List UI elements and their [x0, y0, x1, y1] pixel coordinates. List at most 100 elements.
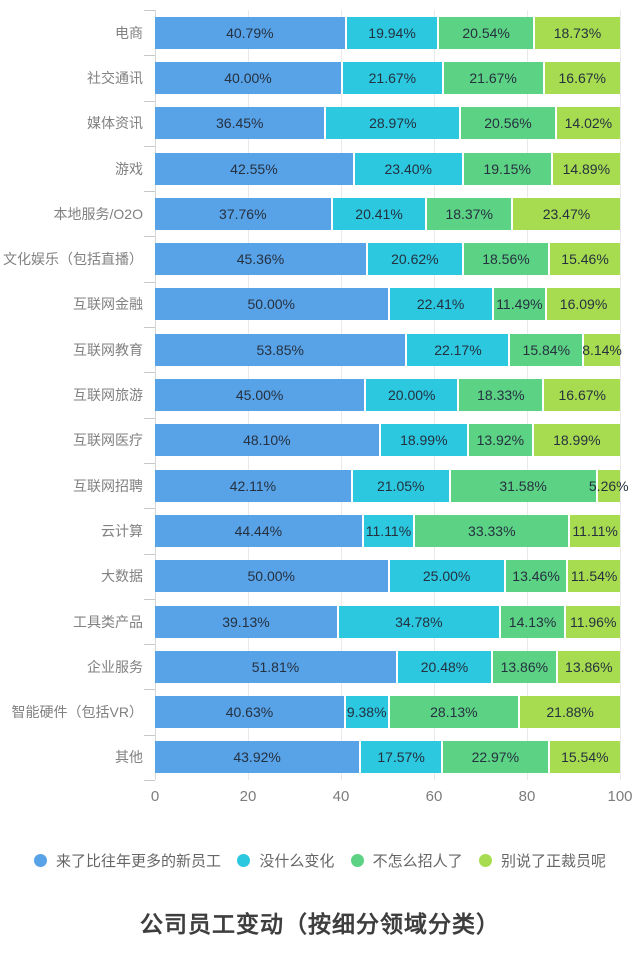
stacked-bar: 50.00% 22.41% 11.49% 16.09%: [155, 288, 620, 321]
category-label: 企业服务: [87, 658, 143, 675]
legend-label: 来了比往年更多的新员工: [56, 853, 222, 870]
category-tick-mark: [144, 689, 155, 691]
legend-item[interactable]: 不怎么招人了: [350, 850, 463, 871]
value-label: 31.58%: [499, 477, 547, 494]
bar-segment: 40.63%: [155, 696, 344, 729]
value-label: 13.92%: [476, 432, 525, 449]
bar-segment: 34.78%: [336, 605, 499, 638]
chart-row: 其他 43.92% 17.57% 22.97% 15.54%: [0, 735, 620, 780]
value-label: 42.55%: [230, 160, 278, 177]
bar-segment: 39.13%: [155, 605, 337, 638]
x-tick-label: 20: [239, 788, 257, 805]
bar-segment: 14.02%: [554, 107, 620, 140]
bar-segment: 18.37%: [425, 197, 511, 230]
category-label: 互联网教育: [73, 341, 143, 358]
value-label: 22.41%: [416, 296, 465, 313]
value-label: 18.99%: [400, 432, 448, 449]
legend-item[interactable]: 来了比往年更多的新员工: [34, 850, 221, 871]
stacked-bar: 40.63% 9.38% 28.13% 21.88%: [155, 696, 620, 729]
value-label: 25.00%: [422, 568, 471, 585]
bar-segment: 23.40%: [352, 152, 462, 185]
value-label: 15.84%: [522, 341, 571, 358]
bar-segment: 5.26%: [589, 469, 629, 502]
value-label: 20.62%: [391, 251, 439, 268]
chart-row: 大数据 50.00% 25.00% 13.46% 11.54%: [0, 554, 620, 599]
category-label: 其他: [115, 749, 143, 766]
value-label: 18.37%: [445, 205, 493, 222]
stacked-bar: 39.13% 34.78% 14.13% 11.96%: [155, 605, 620, 638]
category-label: 互联网金融: [73, 296, 143, 313]
bar-segment: 20.41%: [330, 197, 426, 230]
value-label: 40.79%: [226, 24, 274, 41]
bar-segment: 21.05%: [350, 469, 449, 502]
stacked-bar: 45.36% 20.62% 18.56% 15.46%: [155, 243, 620, 276]
value-label: 34.78%: [395, 613, 443, 630]
bar-segment: 22.97%: [440, 741, 548, 774]
legend-dot-icon: [34, 854, 47, 867]
legend-dot-icon: [350, 854, 364, 867]
x-tick-label: 40: [332, 788, 350, 805]
category-tick-mark: [144, 372, 155, 374]
value-label: 14.02%: [564, 115, 613, 132]
category-tick-mark: [144, 236, 155, 238]
category-tick-mark: [144, 644, 155, 646]
chart-row: 互联网教育 53.85% 22.17% 15.84% 8.14%: [0, 327, 622, 372]
value-label: 11.96%: [569, 613, 617, 630]
value-label: 51.81%: [251, 658, 300, 675]
stacked-bar: 40.79% 19.94% 20.54% 18.73%: [155, 16, 620, 49]
chart-row: 游戏 42.55% 23.40% 19.15% 14.89%: [0, 146, 620, 191]
value-label: 28.97%: [369, 115, 417, 132]
value-label: 18.33%: [477, 387, 525, 404]
value-label: 23.47%: [542, 205, 591, 222]
value-label: 20.56%: [484, 115, 532, 132]
stacked-bar: 42.11% 21.05% 31.58% 5.26%: [155, 469, 629, 502]
value-label: 20.48%: [420, 658, 469, 675]
chart-row: 电商 40.79% 19.94% 20.54% 18.73%: [0, 10, 620, 55]
bar-segment: 15.46%: [548, 243, 620, 276]
plot-region: 电商 40.79% 19.94% 20.54% 18.73% 社交通讯 40.00% 21.6…: [0, 10, 640, 781]
bar-segment: 33.33%: [413, 514, 569, 547]
category-tick-mark: [144, 508, 155, 510]
stacked-bar: 45.00% 20.00% 18.33% 16.67%: [155, 379, 620, 412]
chart-row: 企业服务 51.81% 20.48% 13.86% 13.86%: [0, 644, 620, 689]
value-label: 45.00%: [235, 387, 284, 404]
category-tick-mark: [144, 598, 155, 600]
x-tick-label: 100: [607, 788, 633, 805]
chart-row: 媒体资讯 36.45% 28.97% 20.56% 14.02%: [0, 101, 620, 146]
category-label: 智能硬件（包括VR）: [11, 704, 143, 721]
bar-segment: 9.38%: [343, 696, 388, 729]
value-label: 22.17%: [434, 341, 482, 358]
category-tick-mark: [144, 145, 155, 147]
value-label: 13.46%: [512, 568, 560, 585]
stacked-bar: 50.00% 25.00% 13.46% 11.54%: [155, 560, 620, 593]
chart-row: 本地服务/O2O 37.76% 20.41% 18.37% 23.47%: [0, 191, 621, 236]
bar-segment: 18.99%: [378, 424, 467, 457]
value-label: 20.54%: [462, 24, 510, 41]
value-label: 11.11%: [365, 522, 412, 539]
bar-segment: 16.09%: [545, 288, 620, 321]
bar-segment: 40.79%: [155, 16, 345, 49]
category-tick-mark: [144, 55, 155, 57]
legend-item[interactable]: 别说了正裁员呢: [478, 850, 606, 871]
chart-title: 公司员工变动（按细分领域分类）: [140, 911, 500, 937]
bar-segment: 22.17%: [405, 333, 509, 366]
chart-row: 互联网金融 50.00% 22.41% 11.49% 16.09%: [0, 282, 620, 327]
value-label: 21.67%: [469, 69, 517, 86]
bar-segment: 44.44%: [155, 514, 362, 547]
category-label: 游戏: [115, 160, 143, 177]
bar-segment: 50.00%: [155, 288, 388, 321]
value-label: 21.88%: [546, 704, 594, 721]
legend-label: 没什么变化: [259, 853, 335, 870]
value-label: 11.54%: [570, 568, 618, 585]
bar-segment: 15.84%: [508, 333, 583, 366]
value-label: 48.10%: [243, 432, 291, 449]
stacked-bar: 48.10% 18.99% 13.92% 18.99%: [155, 424, 620, 457]
bar-segment: 25.00%: [387, 560, 504, 593]
value-label: 45.36%: [236, 251, 285, 268]
legend-item[interactable]: 没什么变化: [237, 850, 334, 871]
value-label: 16.67%: [558, 69, 606, 86]
bar-segment: 11.96%: [564, 605, 620, 638]
bar-segment: 18.99%: [531, 424, 620, 457]
value-label: 22.97%: [471, 749, 520, 766]
